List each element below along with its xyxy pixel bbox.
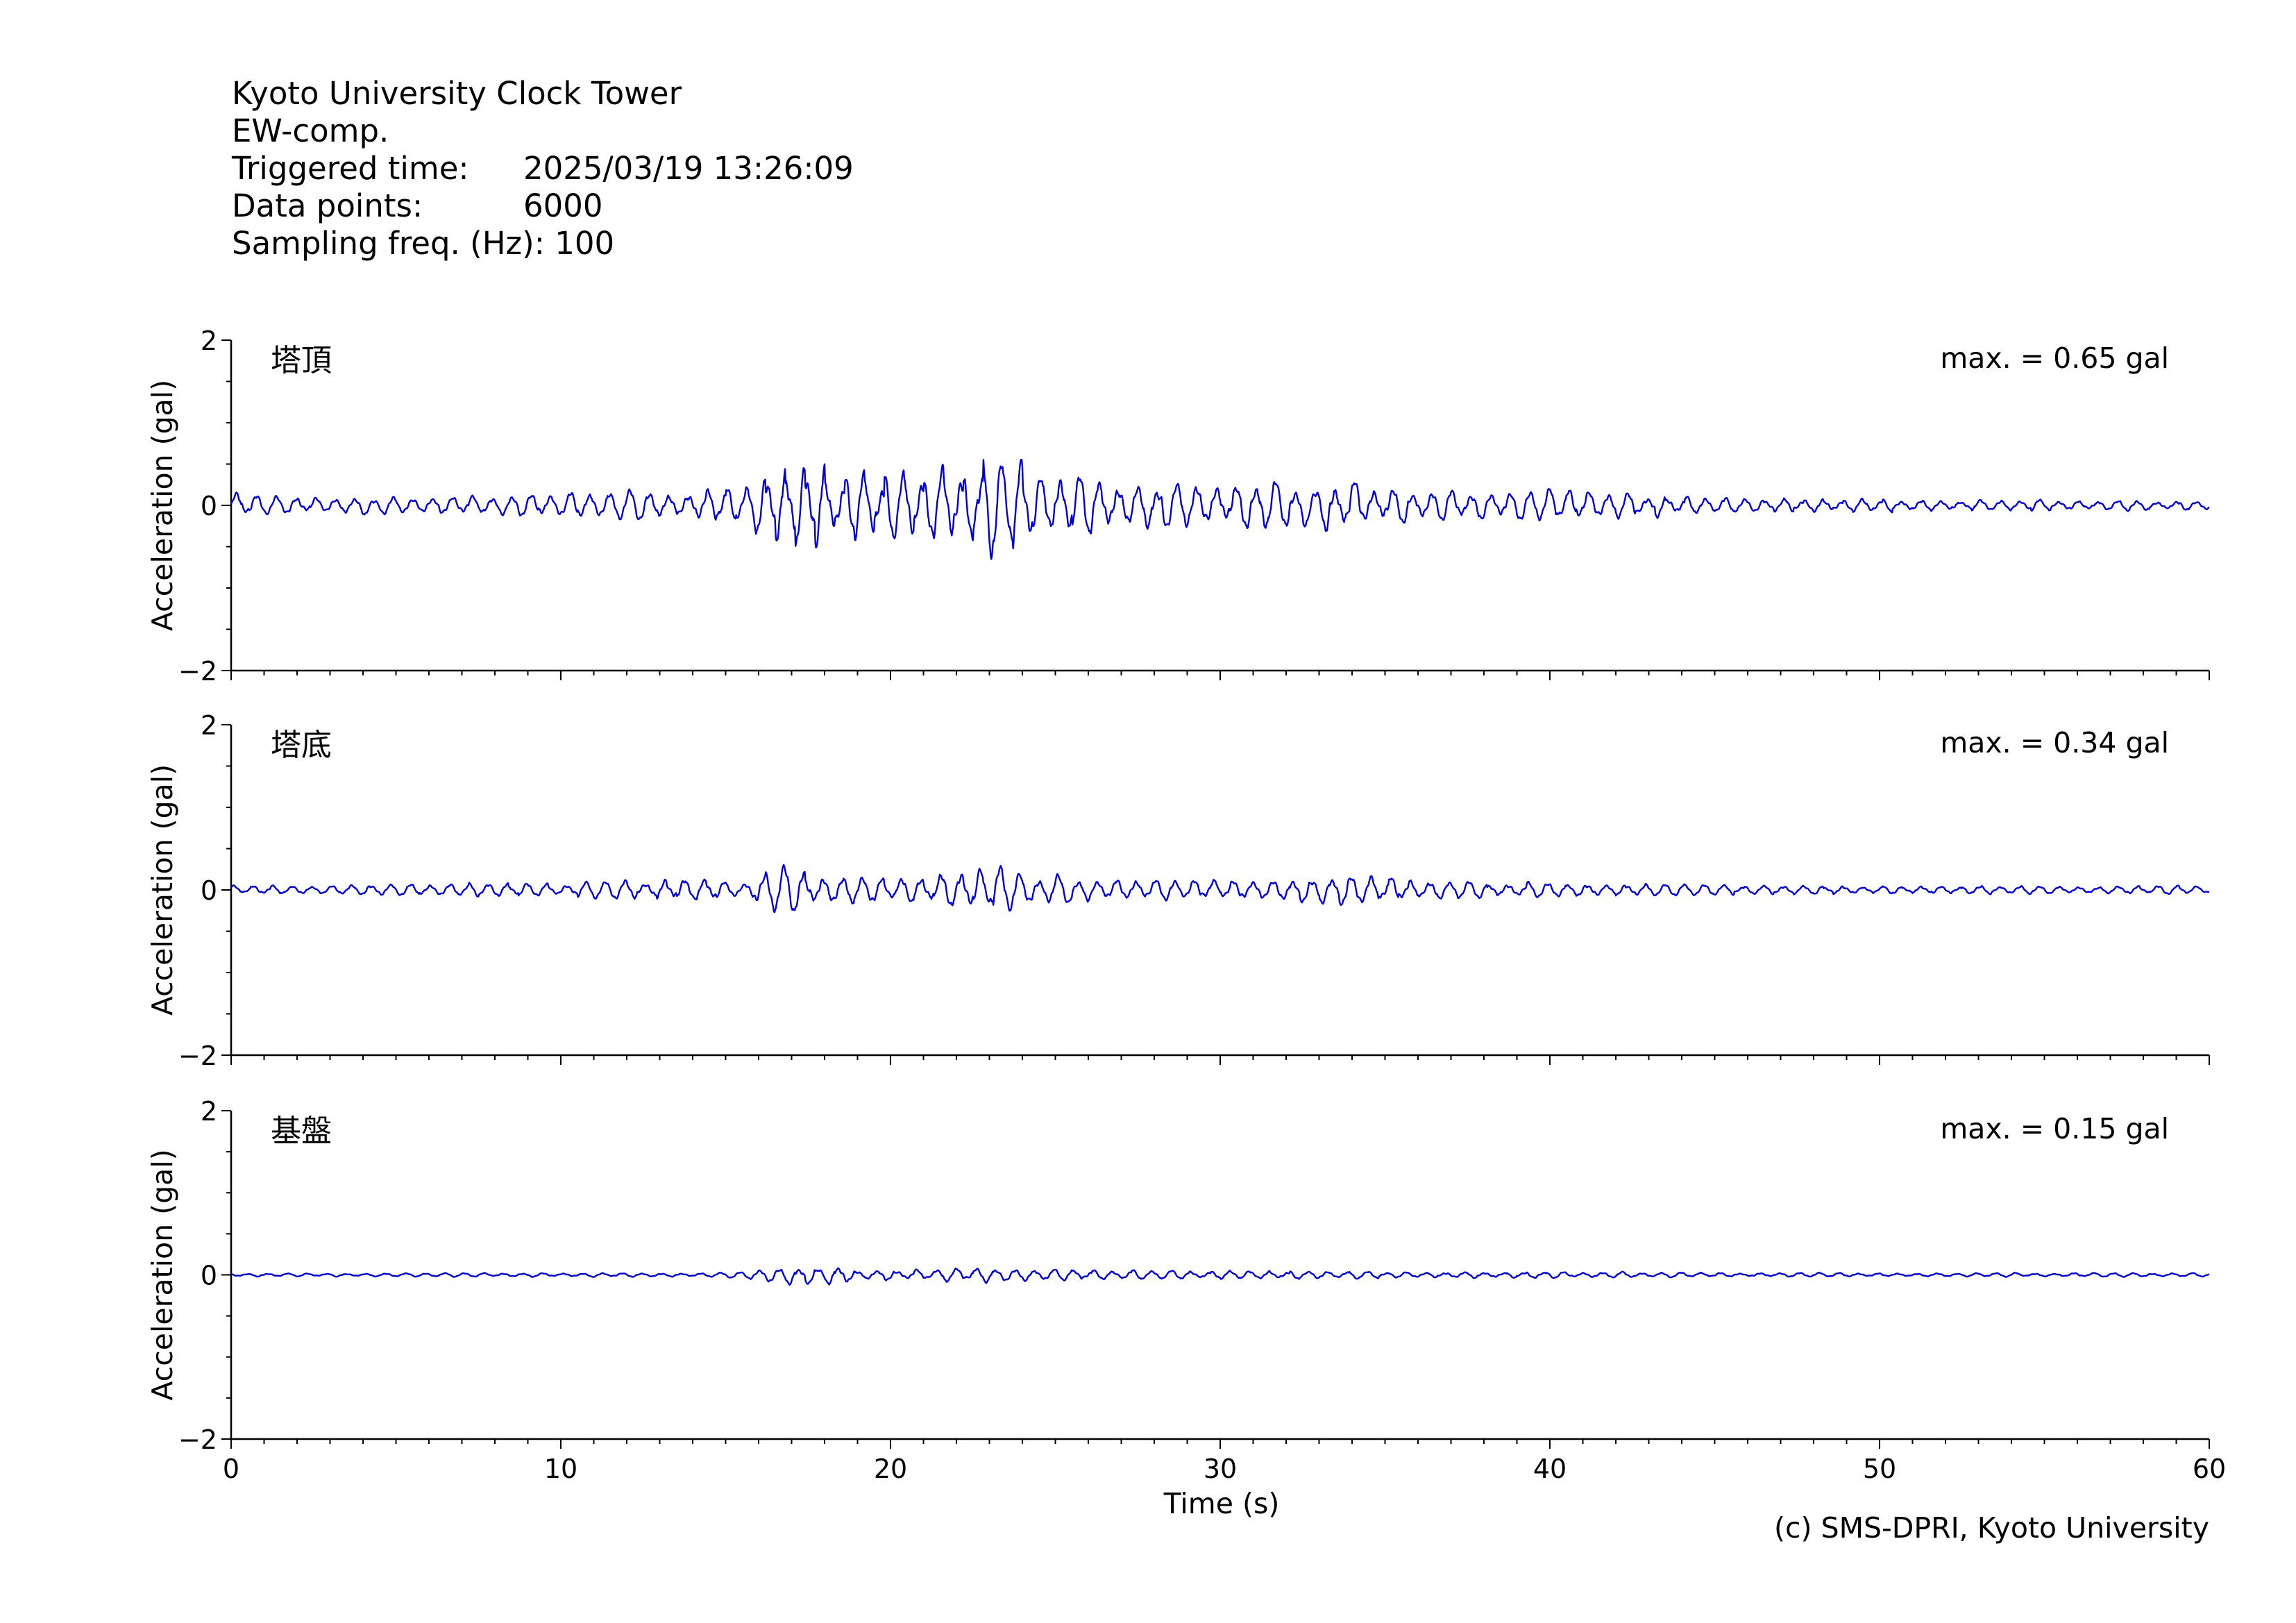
x-tick-label: 10 xyxy=(544,1454,577,1484)
sampling-freq-row: Sampling freq. (Hz): 100 xyxy=(232,225,854,262)
y-axis-label: Acceleration (gal) xyxy=(146,764,179,1016)
data-points-label: Data points: xyxy=(232,187,423,224)
y-tick-label: 0 xyxy=(201,491,217,521)
y-tick-label: −2 xyxy=(178,656,217,687)
sensor-name: 塔頂 xyxy=(271,343,332,378)
y-tick-label: −2 xyxy=(178,1041,217,1071)
x-axis-label: Time (s) xyxy=(1163,1487,1280,1520)
max-value-label: max. = 0.34 gal xyxy=(1940,726,2169,759)
triggered-time-value: 2025/03/19 13:26:09 xyxy=(523,150,854,187)
sampling-freq-value: 100 xyxy=(555,225,615,262)
y-tick-label: 2 xyxy=(201,1096,217,1127)
sensor-name: 基盤 xyxy=(271,1113,332,1149)
sampling-freq-label: Sampling freq. (Hz): xyxy=(232,225,545,262)
copyright-text: (c) SMS-DPRI, Kyoto University xyxy=(1774,1511,2209,1545)
y-axis-label: Acceleration (gal) xyxy=(146,380,179,631)
y-tick-label: 2 xyxy=(201,710,217,741)
acceleration-trace xyxy=(230,864,2210,914)
component-label: EW-comp. xyxy=(232,112,389,149)
triggered-time-row: Triggered time: 2025/03/19 13:26:09 xyxy=(232,150,854,187)
x-tick-label: 20 xyxy=(874,1454,907,1484)
x-tick-label: 40 xyxy=(1533,1454,1567,1484)
panel-1: −2 0 2 Acceleration (gal) 塔頂 max. = 0.65 gal xyxy=(146,326,2210,687)
acceleration-trace xyxy=(230,1267,2210,1286)
max-value-label: max. = 0.65 gal xyxy=(1940,342,2169,375)
max-value-label: max. = 0.15 gal xyxy=(1940,1112,2169,1145)
panel-2: −2 0 2 Acceleration (gal) 塔底 max. = 0.34 gal xyxy=(146,710,2210,1071)
record-info: Kyoto University Clock Tower EW-comp. Tr… xyxy=(232,75,854,262)
acceleration-trace xyxy=(230,458,2210,560)
x-tick-label: 30 xyxy=(1204,1454,1237,1484)
x-tick-label: 50 xyxy=(1863,1454,1896,1484)
data-points-value: 6000 xyxy=(523,187,603,224)
x-tick-label: 0 xyxy=(223,1454,239,1484)
data-points-row: Data points: 6000 xyxy=(232,187,854,225)
y-tick-label: 2 xyxy=(201,326,217,356)
y-tick-label: −2 xyxy=(178,1424,217,1455)
y-tick-label: 0 xyxy=(201,875,217,906)
station-name: Kyoto University Clock Tower xyxy=(232,75,682,112)
triggered-time-label: Triggered time: xyxy=(232,150,469,187)
y-tick-label: 0 xyxy=(201,1261,217,1291)
x-tick-label: 60 xyxy=(2193,1454,2226,1484)
y-axis-label: Acceleration (gal) xyxy=(146,1149,179,1400)
sensor-name: 塔底 xyxy=(271,728,332,763)
